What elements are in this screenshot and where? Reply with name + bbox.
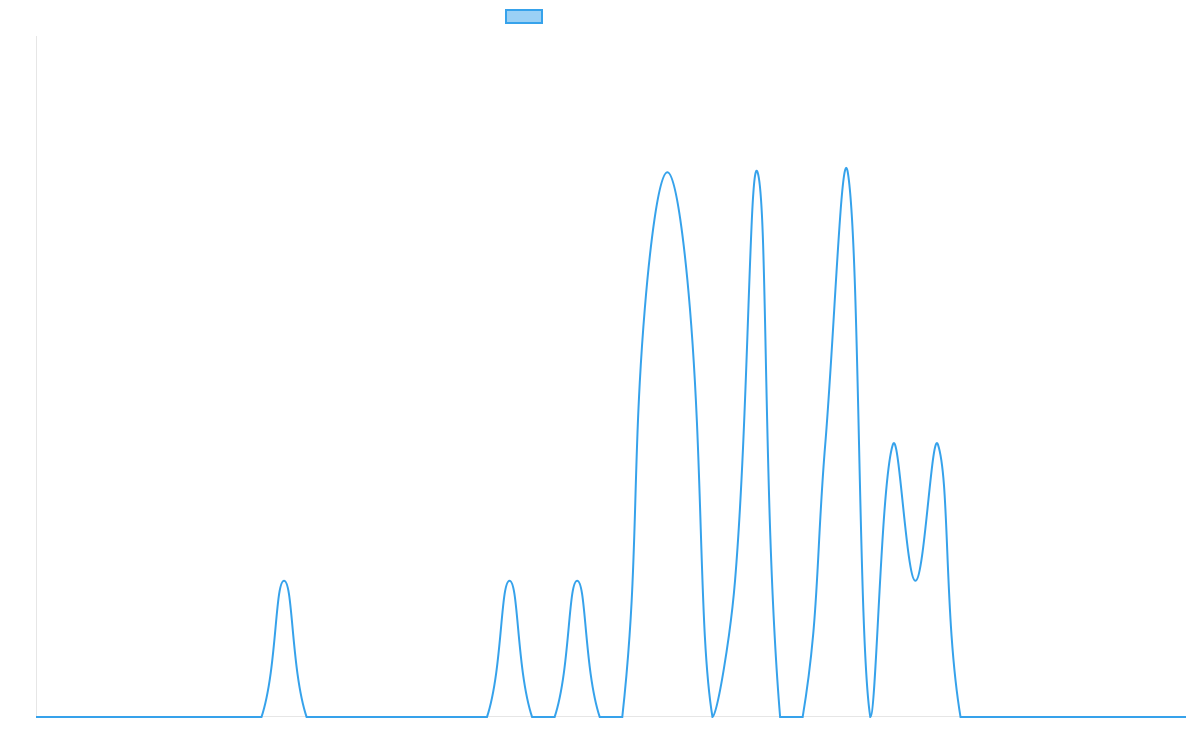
series-layer bbox=[35, 167, 1186, 719]
series-line bbox=[35, 167, 1186, 719]
